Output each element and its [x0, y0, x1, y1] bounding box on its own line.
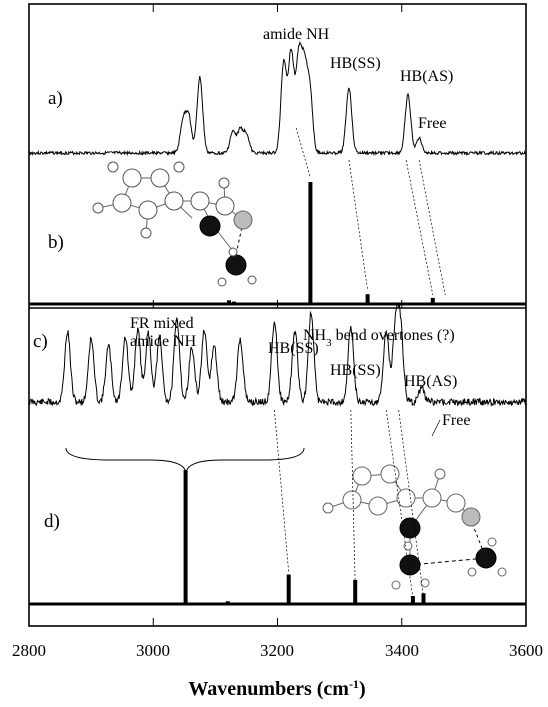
- annot-hbss-c1: HB(SS): [268, 340, 319, 357]
- x-tick-label-3000: 3000: [136, 641, 170, 660]
- annot-nh3-bend: NH3 bend overtones (?): [303, 327, 455, 349]
- annot-hbss-a: HB(SS): [330, 55, 381, 72]
- annot-hbas-a: HB(AS): [400, 68, 453, 85]
- free-leader-c: [431, 419, 441, 437]
- annot-hbss-c2: HB(SS): [330, 362, 381, 379]
- stick-b-3: [227, 300, 231, 304]
- guide-lines: [274, 127, 446, 599]
- stick-d-4: [421, 593, 426, 604]
- x-axis-title: Wavenumbers (cm-1): [188, 677, 365, 700]
- annot-hbas-c: HB(AS): [404, 373, 457, 390]
- panel-letter-a: a): [48, 88, 63, 109]
- annot-fr-mixed: FR mixed: [130, 315, 194, 332]
- guide-line-5: [350, 409, 356, 583]
- panel-letter-b: b): [48, 232, 64, 253]
- x-tick-label-3200: 3200: [260, 641, 294, 660]
- stick-b-2: [430, 297, 435, 304]
- stick-d-2: [353, 579, 358, 604]
- panel-letter-d: d): [44, 511, 60, 532]
- guide-line-4: [274, 409, 290, 573]
- spectrum-trace-a: [28, 41, 527, 157]
- stick-d-3: [410, 596, 415, 604]
- molecule-bottom: [322, 464, 507, 590]
- panel-letter-c: c): [33, 331, 48, 352]
- x-tick-label-3600: 3600: [509, 641, 543, 660]
- stick-d-5: [225, 601, 230, 604]
- stick-b-0: [308, 182, 313, 304]
- molecule-top: [92, 161, 257, 287]
- plot-frame: [28, 3, 527, 627]
- annot-free-a: Free: [418, 115, 446, 132]
- guide-line-1: [348, 159, 368, 291]
- guide-line-2: [405, 159, 434, 296]
- x-ticks: [28, 4, 527, 626]
- stick-b-4: [232, 301, 236, 304]
- annot-free-c: Free: [442, 412, 470, 429]
- annot-amide-nh-c: amide NH: [130, 333, 197, 350]
- guide-line-7: [398, 409, 424, 597]
- guide-line-3: [418, 159, 446, 296]
- guide-line-0: [295, 127, 311, 179]
- x-tick-label-3400: 3400: [385, 641, 419, 660]
- annot-amide-nh-a: amide NH: [263, 26, 330, 43]
- fr-brace: [65, 447, 305, 475]
- stick-d-1: [286, 574, 291, 604]
- stick-d-0: [183, 470, 188, 604]
- panels: [28, 41, 527, 606]
- stick-b-1: [365, 294, 370, 304]
- x-tick-label-2800: 2800: [12, 641, 46, 660]
- spectrum-trace-c: [28, 302, 527, 408]
